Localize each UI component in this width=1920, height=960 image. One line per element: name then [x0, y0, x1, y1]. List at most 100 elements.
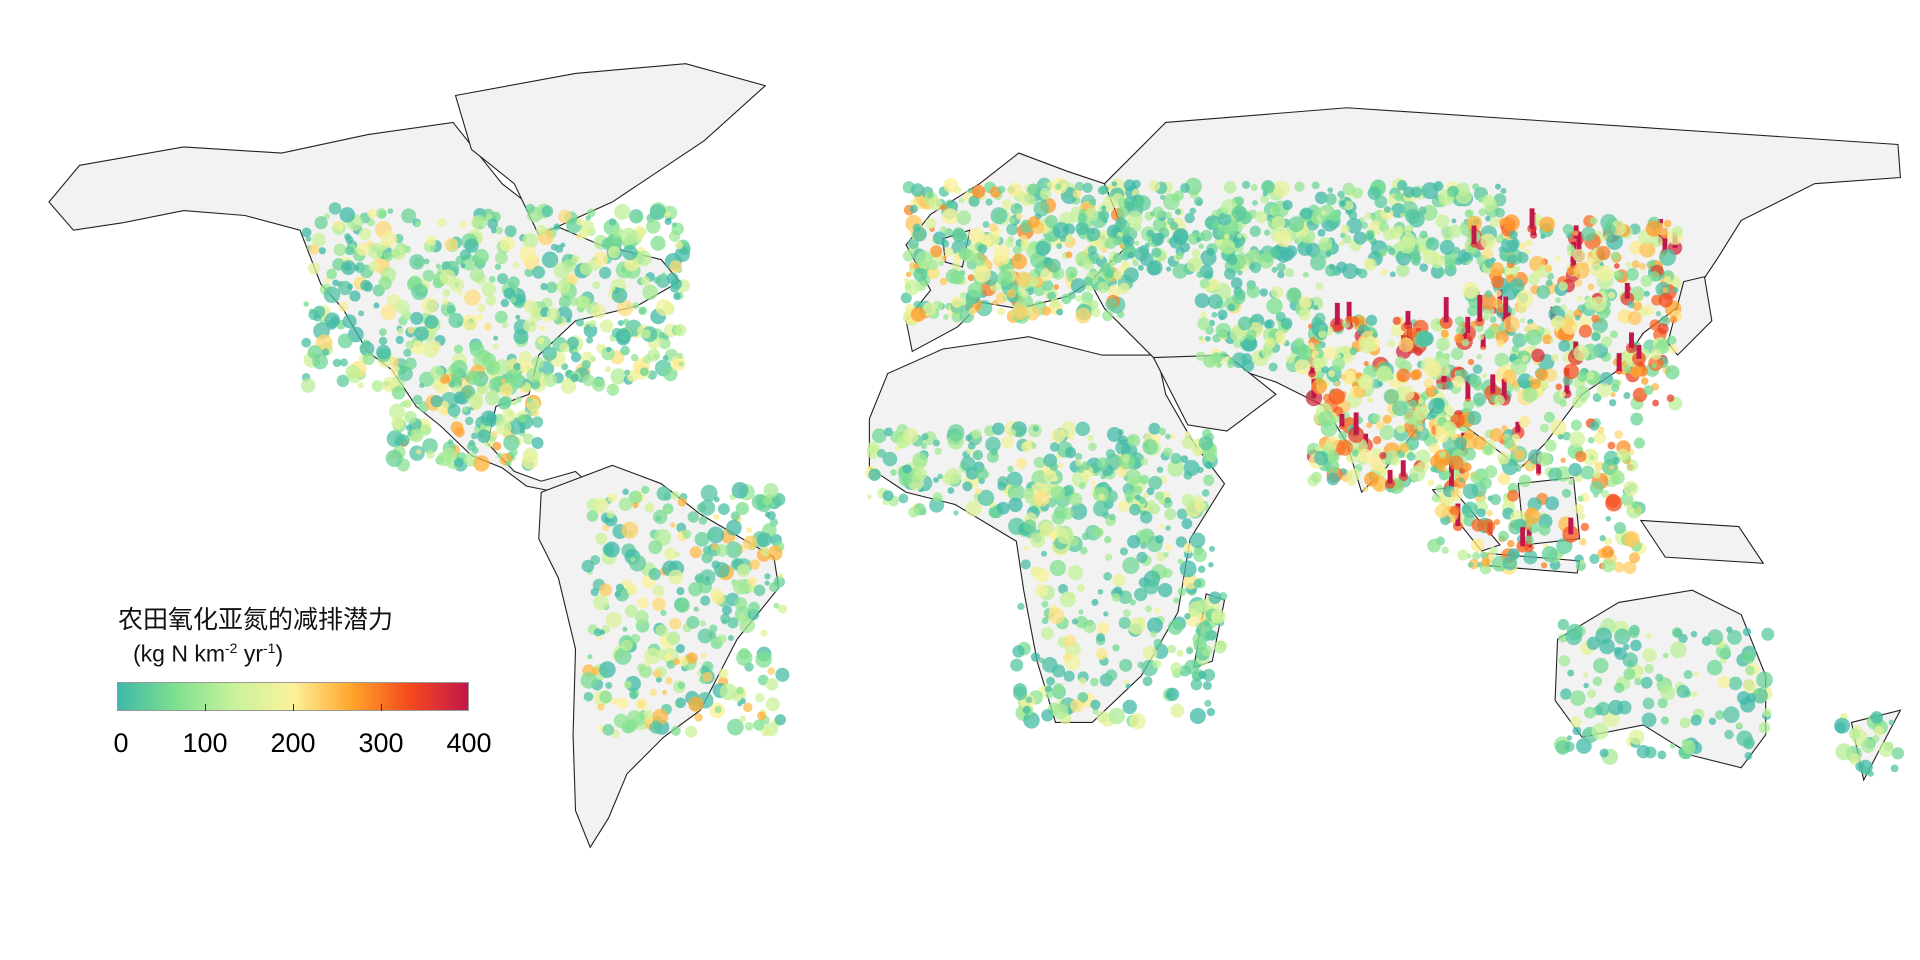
cropland-cell — [1509, 353, 1517, 361]
cropland-cell — [1090, 307, 1101, 318]
cropland-cell — [1242, 180, 1251, 189]
cropland-cell — [1565, 318, 1575, 328]
cropland-cell — [607, 492, 618, 503]
cropland-cell — [1111, 181, 1118, 187]
cropland-cell — [1001, 435, 1014, 449]
cropland-cell — [1103, 611, 1109, 617]
cropland-cell — [616, 697, 629, 709]
cropland-cell — [1193, 548, 1207, 563]
cropland-cell — [707, 530, 716, 539]
hotspot-bar — [1624, 282, 1630, 299]
cropland-cell — [1328, 416, 1337, 425]
cropland-cell — [1890, 764, 1899, 773]
cropland-cell — [1568, 430, 1586, 448]
cropland-cell — [933, 477, 939, 483]
cropland-cell — [411, 283, 428, 301]
cropland-cell — [1180, 183, 1190, 194]
cropland-cell — [1010, 202, 1023, 216]
hotspot-bar — [1501, 378, 1507, 400]
cropland-cell — [962, 481, 973, 492]
cropland-cell — [736, 649, 753, 667]
cropland-cell — [1871, 735, 1880, 743]
cropland-cell — [578, 227, 590, 239]
cropland-cell — [1118, 590, 1133, 605]
cropland-cell — [605, 233, 623, 251]
cropland-cell — [396, 327, 404, 335]
hotspot-bar — [1568, 517, 1574, 535]
cropland-cell — [765, 697, 780, 712]
cropland-cell — [743, 535, 758, 551]
cropland-cell — [1200, 311, 1208, 318]
cropland-cell — [664, 547, 677, 561]
cropland-cell — [718, 668, 729, 679]
cropland-cell — [491, 430, 499, 438]
cropland-cell — [1545, 279, 1553, 287]
cropland-cell — [1431, 493, 1441, 503]
cropland-cell — [1194, 293, 1210, 309]
cropland-cell — [1631, 260, 1640, 269]
cropland-cell — [1150, 630, 1157, 638]
cropland-cell — [1087, 245, 1097, 255]
cropland-cell — [1572, 726, 1582, 736]
cropland-cell — [756, 532, 772, 548]
colorbar-tick-label: 0 — [113, 728, 129, 758]
cropland-cell — [1053, 682, 1064, 694]
cropland-cell — [360, 279, 372, 292]
cropland-cell — [1317, 229, 1326, 237]
cropland-cell — [499, 236, 515, 252]
cropland-cell — [1165, 525, 1171, 531]
cropland-cell — [710, 588, 724, 601]
cropland-cell — [441, 298, 449, 305]
cropland-cell — [1219, 351, 1228, 359]
cropland-cell — [1714, 710, 1725, 720]
cropland-cell — [1574, 314, 1581, 321]
cropland-cell — [1608, 699, 1624, 716]
cropland-cell — [1742, 627, 1752, 637]
cropland-cell — [1495, 207, 1505, 218]
cropland-cell — [447, 403, 461, 417]
cropland-cell — [1123, 267, 1139, 283]
cropland-cell — [1587, 436, 1595, 444]
cropland-cell — [1368, 230, 1375, 237]
cropland-cell — [1441, 546, 1449, 554]
cropland-cell — [1125, 683, 1131, 689]
cropland-cell — [725, 519, 742, 536]
cropland-cell — [422, 438, 438, 454]
cropland-cell — [1645, 220, 1662, 237]
cropland-cell — [675, 697, 686, 709]
cropland-cell — [562, 259, 577, 273]
cropland-cell — [938, 260, 945, 267]
cropland-cell — [1573, 230, 1579, 236]
cropland-cell — [1039, 187, 1052, 200]
cropland-cell — [1523, 550, 1538, 565]
cropland-cell — [1560, 457, 1566, 463]
cropland-cell — [1571, 396, 1584, 409]
cropland-cell — [1297, 345, 1313, 361]
cropland-cell — [1105, 669, 1118, 682]
cropland-cell — [1087, 434, 1094, 442]
cropland-cell — [1874, 725, 1884, 736]
cropland-cell — [1359, 337, 1376, 354]
cropland-cell — [614, 251, 620, 257]
cropland-cell — [1337, 190, 1345, 198]
cropland-cell — [1257, 252, 1274, 269]
cropland-cell — [1478, 334, 1485, 341]
legend-title: 农田氧化亚氮的减排潜力 — [118, 605, 394, 634]
cropland-cell — [1489, 217, 1500, 228]
cropland-cell — [1071, 618, 1078, 625]
cropland-cell — [347, 283, 353, 290]
cropland-cell — [1058, 583, 1069, 594]
cropland-cell — [1189, 707, 1206, 724]
cropland-cell — [521, 452, 539, 470]
cropland-cell — [1294, 337, 1305, 348]
cropland-cell — [1189, 207, 1197, 215]
cropland-cell — [1275, 329, 1286, 341]
cropland-cell — [1524, 248, 1531, 255]
cropland-cell — [522, 232, 538, 249]
cropland-cell — [1163, 193, 1180, 211]
cropland-cell — [1050, 298, 1060, 308]
cropland-cell — [412, 394, 423, 405]
cropland-cell — [1184, 613, 1191, 620]
cropland-cell — [523, 299, 538, 314]
